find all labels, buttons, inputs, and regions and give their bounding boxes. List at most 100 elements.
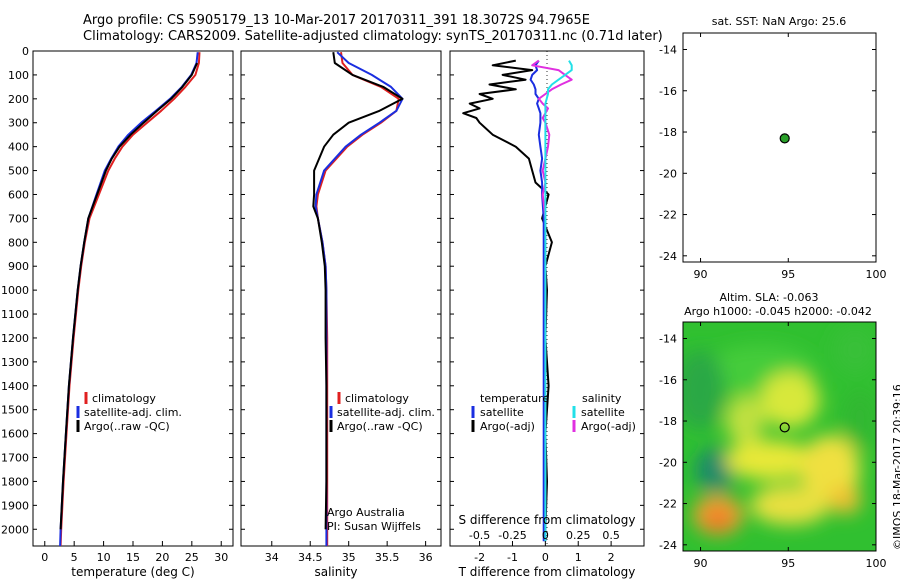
y-tick-label: 1100 xyxy=(1,308,29,321)
map-x-tick-label: 90 xyxy=(694,557,708,570)
legend-label-t-satellite: satellite xyxy=(480,406,524,419)
argo-float-location-marker xyxy=(779,133,790,144)
map-y-tick-label: -18 xyxy=(659,415,677,428)
x-tick-label: 0 xyxy=(542,551,549,564)
x-tick-label: 35.5 xyxy=(375,551,400,564)
salinity-axes xyxy=(240,50,442,547)
y-tick-label: 600 xyxy=(8,188,29,201)
map-y-tick-label: -16 xyxy=(659,85,677,98)
credit-line1: Argo Australia xyxy=(327,506,405,519)
x-tick-label: 5 xyxy=(71,551,78,564)
x-tick-label: -1 xyxy=(507,551,518,564)
legend-label-satellite: satellite-adj. clim. xyxy=(337,406,435,419)
x-tick-label: 25 xyxy=(185,551,199,564)
x-tick-label: 35 xyxy=(342,551,356,564)
s-difference-label: S difference from climatology xyxy=(459,513,636,527)
y-tick-label: 1300 xyxy=(1,356,29,369)
legend-label-climatology: climatology xyxy=(345,392,409,405)
y-tick-label: 1500 xyxy=(1,404,29,417)
sst-map-axes xyxy=(682,32,877,263)
credit-line2: PI: Susan Wijffels xyxy=(327,520,421,533)
legend-label-climatology: climatology xyxy=(92,392,156,405)
map-y-tick-label: -22 xyxy=(659,498,677,511)
sla-heatmap xyxy=(683,322,876,551)
temperature-xlabel: temperature (deg C) xyxy=(71,565,194,579)
s-tick-label: -0.5 xyxy=(469,529,490,542)
sst-map-title: sat. SST: NaN Argo: 25.6 xyxy=(712,15,846,28)
s-tick-label: -0.25 xyxy=(498,529,526,542)
legend-label-s-satellite: satellite xyxy=(581,406,625,419)
x-tick-label: 20 xyxy=(155,551,169,564)
x-tick-label: -2 xyxy=(474,551,485,564)
legend-head-salinity: salinity xyxy=(582,392,622,405)
figure-title-line2: Climatology: CARS2009. Satellite-adjuste… xyxy=(83,29,663,44)
y-tick-label: 400 xyxy=(8,141,29,154)
y-tick-label: 1200 xyxy=(1,332,29,345)
x-tick-label: 2 xyxy=(608,551,615,564)
series-line-climatology xyxy=(59,52,201,547)
s-tick-label: 0.5 xyxy=(602,529,620,542)
legend-salinity: climatology satellite-adj. clim. Argo(..… xyxy=(329,392,435,433)
series-line-satellite-adj-clim- xyxy=(59,52,199,547)
map-x-tick-label: 100 xyxy=(866,268,887,281)
legend-label-argo: Argo(..raw -QC) xyxy=(337,420,423,433)
legend-label-satellite: satellite-adj. clim. xyxy=(84,406,182,419)
salinity-xlabel: salinity xyxy=(314,565,357,579)
x-tick-label: 36 xyxy=(419,551,433,564)
legend-temperature: climatology satellite-adj. clim. Argo(..… xyxy=(76,392,182,433)
y-tick-label: 900 xyxy=(8,260,29,273)
series-line-argo-raw-qc- xyxy=(59,62,199,530)
map-y-tick-label: -24 xyxy=(659,539,677,552)
t-difference-xlabel: T difference from climatology xyxy=(458,565,636,579)
legend-label-argo: Argo(..raw -QC) xyxy=(84,420,170,433)
y-tick-label: 1700 xyxy=(1,452,29,465)
x-tick-label: 0 xyxy=(41,551,48,564)
map-y-tick-label: -20 xyxy=(659,167,677,180)
series-line-salinity-satellite xyxy=(544,60,573,542)
x-tick-label: 34.5 xyxy=(298,551,323,564)
s-tick-label: 0 xyxy=(542,529,549,542)
y-tick-label: 200 xyxy=(8,93,29,106)
sla-map-title-line2: Argo h1000: -0.045 h2000: -0.042 xyxy=(684,305,872,318)
argo-float-location-marker xyxy=(779,422,790,433)
y-tick-label: 1800 xyxy=(1,475,29,488)
map-x-tick-label: 95 xyxy=(781,268,795,281)
y-tick-label: 100 xyxy=(8,69,29,82)
y-tick-label: 700 xyxy=(8,212,29,225)
map-y-tick-label: -18 xyxy=(659,126,677,139)
map-y-tick-label: -22 xyxy=(659,209,677,222)
timestamp-stamp: ©IMOS 18-Mar-2017 20:39:16 xyxy=(891,384,900,550)
x-tick-label: 10 xyxy=(97,551,111,564)
y-tick-label: 500 xyxy=(8,165,29,178)
legend-difference: temperature salinity satellite satellite… xyxy=(471,392,636,433)
map-y-tick-label: -20 xyxy=(659,456,677,469)
series-line-argo-raw-qc- xyxy=(312,52,404,530)
legend-label-t-argo: Argo(-adj) xyxy=(480,420,535,433)
y-tick-label: 300 xyxy=(8,117,29,130)
sla-map-axes xyxy=(682,321,877,552)
y-tick-label: 1400 xyxy=(1,380,29,393)
x-tick-label: 1 xyxy=(575,551,582,564)
map-x-tick-label: 90 xyxy=(694,268,708,281)
series-line-satellite-adj-clim- xyxy=(314,51,404,546)
sla-map-title-line1: Altim. SLA: -0.063 xyxy=(719,291,818,304)
x-tick-label: 34 xyxy=(265,551,279,564)
series-line-temperature-satellite xyxy=(529,60,545,542)
y-tick-label: 1000 xyxy=(1,284,29,297)
map-y-tick-label: -14 xyxy=(659,333,677,346)
figure-title-line1: Argo profile: CS 5905179_13 10-Mar-2017 … xyxy=(83,13,591,28)
map-y-tick-label: -16 xyxy=(659,374,677,387)
map-y-tick-label: -24 xyxy=(659,250,677,263)
s-tick-label: 0.25 xyxy=(566,529,591,542)
legend-label-s-argo: Argo(-adj) xyxy=(581,420,636,433)
x-tick-label: 15 xyxy=(126,551,140,564)
y-tick-label: 1600 xyxy=(1,428,29,441)
y-tick-label: 1900 xyxy=(1,499,29,512)
map-x-tick-label: 95 xyxy=(781,557,795,570)
y-tick-label: 2000 xyxy=(1,523,29,536)
x-tick-label: 30 xyxy=(214,551,228,564)
legend-head-temperature: temperature xyxy=(480,392,549,405)
map-y-tick-label: -14 xyxy=(659,44,677,57)
series-line-climatology xyxy=(315,52,400,546)
